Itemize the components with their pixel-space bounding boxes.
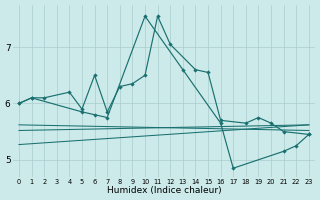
X-axis label: Humidex (Indice chaleur): Humidex (Indice chaleur) [107, 186, 221, 195]
